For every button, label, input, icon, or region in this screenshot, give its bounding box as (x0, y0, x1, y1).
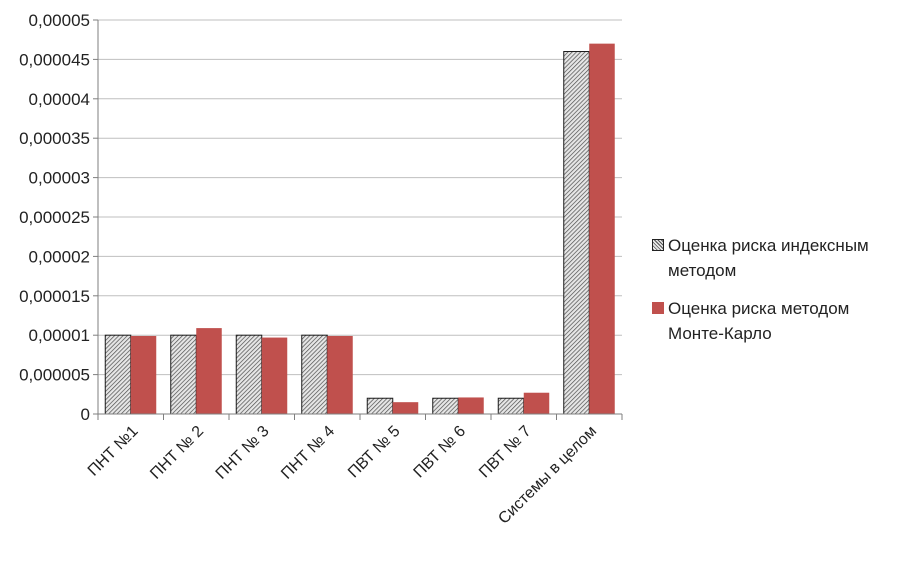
legend-item-index-method: Оценка риска индексным методом (652, 233, 907, 283)
legend-label-index-method: Оценка риска индексным методом (668, 236, 869, 280)
y-tick-label: 0,00001 (29, 326, 90, 345)
y-tick-label: 0,000005 (19, 366, 90, 385)
y-tick-label: 0,000045 (19, 50, 90, 69)
bar-index-method (104, 334, 132, 415)
bar-index-method (563, 51, 590, 415)
bar-monte-carlo (261, 337, 288, 414)
y-tick-label: 0,000035 (19, 129, 90, 148)
bar-index-method (170, 334, 197, 415)
bar-monte-carlo (458, 397, 484, 414)
bar-index-method (432, 397, 459, 415)
x-category-label: ПВТ № 6 (411, 423, 470, 482)
y-tick-label: 0,000015 (19, 287, 90, 306)
y-tick-label: 0,00005 (29, 11, 90, 30)
bar-monte-carlo (392, 402, 419, 414)
bar-monte-carlo (589, 43, 615, 414)
x-category-label: ПНТ № 2 (147, 423, 207, 483)
y-tick-label: 0,00002 (29, 247, 90, 266)
bar-monte-carlo (523, 392, 550, 414)
legend-swatch-hatched (652, 239, 664, 251)
x-category-label: ПНТ №1 (85, 423, 142, 480)
x-category-label: ПНТ № 4 (278, 423, 338, 483)
y-tick-label: 0,00003 (29, 169, 90, 188)
x-category-label: ПВТ № 5 (345, 423, 404, 482)
y-tick-label: 0,000025 (19, 208, 90, 227)
bar-index-method (235, 334, 263, 415)
legend: Оценка риска индексным методом Оценка ри… (652, 233, 907, 359)
legend-item-monte-carlo: Оценка риска методом Монте-Карло (652, 296, 907, 346)
legend-label-monte-carlo: Оценка риска методом Монте-Карло (668, 299, 850, 343)
x-category-label: ПНТ № 3 (213, 423, 273, 483)
legend-swatch-solid (652, 302, 664, 314)
bar-index-method (301, 334, 328, 415)
y-tick-label: 0 (81, 405, 90, 424)
bar-index-method (497, 397, 525, 415)
y-tick-label: 0,00004 (29, 90, 90, 109)
x-category-label: ПВТ № 7 (476, 423, 535, 482)
bar-monte-carlo (196, 328, 222, 414)
bar-index-method (366, 397, 394, 415)
bar-monte-carlo (130, 335, 157, 414)
bar-monte-carlo (327, 335, 353, 414)
